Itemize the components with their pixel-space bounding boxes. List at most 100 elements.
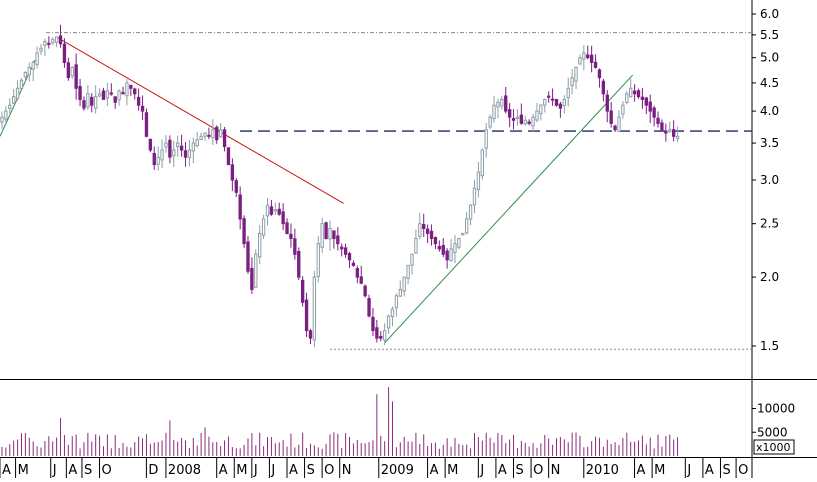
price-tick-label: 4.0 [760,104,779,118]
candle-body [238,194,242,220]
price-tick-label: 1.5 [760,339,779,353]
candle-body [511,118,516,121]
candle-body [43,40,47,46]
candle-body [156,156,160,165]
candle-body [31,62,35,70]
candle-body [406,264,410,279]
candle-body [531,116,535,127]
candle-body [500,98,504,107]
candle-body [133,88,137,95]
candle-body [461,232,465,236]
candle-body [660,122,664,131]
price-tick-label: 5.5 [760,28,779,42]
candle-body [449,248,453,262]
candle-body [441,244,445,255]
candle-body [82,100,86,109]
candle-body [648,101,652,112]
candle-body [363,285,367,297]
candle-body [476,171,481,191]
candle-body [328,228,332,240]
candle-body [230,164,235,181]
candle-body [582,52,586,60]
candle-body [523,119,527,125]
candle-body [19,79,24,89]
candle-body [222,129,227,148]
candle-body [496,101,500,108]
candle-body [78,86,82,100]
candle-body [617,116,621,132]
candle-body [632,90,637,95]
candle-body [433,237,438,245]
candle-body [246,241,250,272]
candle-body [300,279,305,303]
date-tick-label: 2009 [381,463,414,478]
candle-body [507,109,512,118]
candle-body [215,126,219,141]
candle-body [207,134,211,137]
candle-body [445,250,449,261]
candle-body [136,96,141,106]
candle-body [675,135,680,140]
price-tick-label: 6.0 [760,7,779,21]
candle-body [429,230,434,239]
candle-body [390,308,395,318]
candle-body [51,38,55,44]
date-tick-label: 2008 [168,463,201,478]
candle-body [0,116,4,123]
candle-body [402,276,406,292]
candle-body [304,299,309,332]
candle-body [347,253,352,261]
candle-body [242,218,246,245]
candle-body [234,180,238,193]
date-tick-label: O [533,463,543,478]
candle-body [621,104,625,115]
candle-body [589,54,594,64]
candle-body [312,276,317,341]
date-tick-label: M [447,463,458,478]
price-tick-label: 5.0 [760,51,779,65]
candle-body [109,92,113,95]
candle-body [593,61,598,68]
candle-body [375,327,379,339]
candle-body [379,335,383,339]
candle-body [86,93,90,108]
date-tick-label: M [654,463,665,478]
date-tick-label: D [148,463,158,478]
candle-body [472,187,477,206]
candle-body [250,267,254,290]
date-tick-label: M [236,463,247,478]
candle-body [539,104,543,115]
candle-body [265,204,270,217]
candle-body [386,315,391,329]
candle-body [453,243,457,253]
candle-body [562,98,566,106]
candle-body [527,121,531,124]
volume-tick-label: 5000 [757,425,788,439]
volume-bars [1,387,679,456]
date-tick-label: M [18,463,29,478]
candle-body [94,96,98,109]
candle-body [195,139,199,147]
price-tick-label: 3.5 [760,136,779,150]
candle-body [4,110,8,120]
candle-body [172,149,176,157]
candle-body [35,52,39,65]
candle-body [117,90,121,101]
volume-multiplier-box [753,439,795,455]
price-tick-label: 2.5 [760,217,779,231]
candle-body [343,247,348,255]
candle-body [504,95,508,112]
candle-body [570,77,574,87]
trendline-red-0 [56,36,344,204]
volume-tick-label: 10000 [757,402,795,416]
candle-body [398,288,402,297]
candle-body [609,110,613,124]
candle-body [484,129,488,149]
candle-body [121,92,125,95]
candle-body [656,117,660,124]
date-tick-label: A [68,463,77,478]
candle-body [27,66,31,76]
candle-body [125,82,129,97]
